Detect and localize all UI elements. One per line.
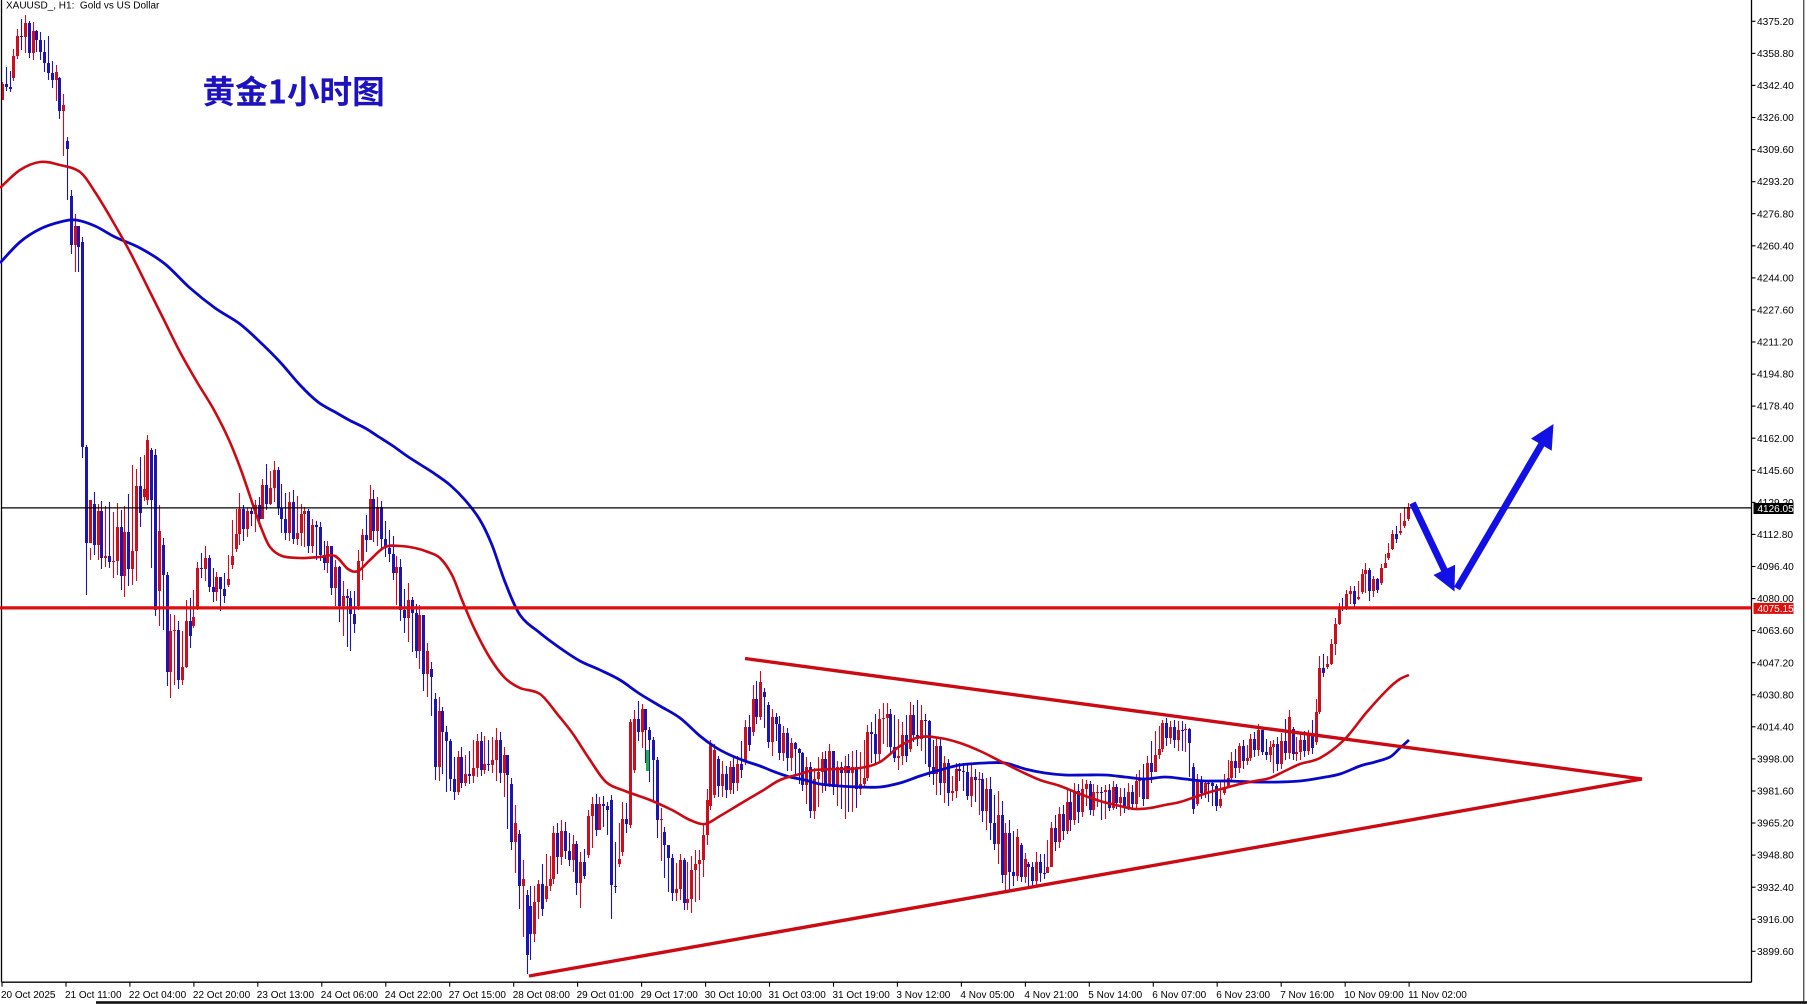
svg-text:4358.80: 4358.80 [1757, 49, 1794, 60]
svg-text:7 Nov 16:00: 7 Nov 16:00 [1280, 990, 1334, 1001]
svg-text:4075.15: 4075.15 [1758, 604, 1795, 615]
svg-text:4260.40: 4260.40 [1757, 241, 1794, 252]
svg-text:22 Oct 20:00: 22 Oct 20:00 [193, 990, 251, 1001]
svg-text:11 Nov 02:00: 11 Nov 02:00 [1408, 990, 1467, 1001]
svg-text:4162.00: 4162.00 [1757, 434, 1794, 445]
svg-text:4178.40: 4178.40 [1757, 402, 1794, 413]
svg-text:3998.00: 3998.00 [1757, 755, 1794, 766]
svg-text:4030.80: 4030.80 [1757, 690, 1794, 701]
svg-text:29 Oct 17:00: 29 Oct 17:00 [641, 990, 699, 1001]
svg-text:4194.80: 4194.80 [1757, 370, 1794, 381]
svg-text:3916.00: 3916.00 [1757, 915, 1794, 926]
svg-text:24 Oct 22:00: 24 Oct 22:00 [385, 990, 443, 1001]
svg-text:31 Oct 19:00: 31 Oct 19:00 [833, 990, 891, 1001]
svg-text:3948.80: 3948.80 [1757, 851, 1794, 862]
svg-text:10 Nov 09:00: 10 Nov 09:00 [1344, 990, 1404, 1001]
svg-text:4309.60: 4309.60 [1757, 145, 1794, 156]
svg-text:4342.40: 4342.40 [1757, 81, 1794, 92]
svg-text:4326.00: 4326.00 [1757, 113, 1794, 124]
svg-text:6 Nov 23:00: 6 Nov 23:00 [1216, 990, 1270, 1001]
svg-text:4063.60: 4063.60 [1757, 626, 1794, 637]
svg-text:3 Nov 12:00: 3 Nov 12:00 [896, 990, 950, 1001]
svg-text:3932.40: 3932.40 [1757, 883, 1794, 894]
svg-text:4126.05: 4126.05 [1758, 504, 1795, 515]
svg-text:27 Oct 15:00: 27 Oct 15:00 [449, 990, 507, 1001]
svg-text:22 Oct 04:00: 22 Oct 04:00 [129, 990, 187, 1001]
svg-text:24 Oct 06:00: 24 Oct 06:00 [321, 990, 379, 1001]
svg-text:4080.00: 4080.00 [1757, 594, 1794, 605]
svg-text:4276.80: 4276.80 [1757, 209, 1794, 220]
svg-text:4014.40: 4014.40 [1757, 722, 1794, 733]
svg-text:4145.60: 4145.60 [1757, 466, 1794, 477]
svg-text:20 Oct 2025: 20 Oct 2025 [1, 990, 56, 1001]
svg-text:4112.80: 4112.80 [1757, 530, 1793, 541]
svg-text:29 Oct 01:00: 29 Oct 01:00 [577, 990, 635, 1001]
svg-text:4047.20: 4047.20 [1757, 658, 1794, 669]
svg-text:4211.20: 4211.20 [1757, 338, 1793, 349]
svg-text:3965.20: 3965.20 [1757, 819, 1794, 830]
svg-text:4375.20: 4375.20 [1757, 17, 1794, 28]
svg-text:XAUUSD_, H1: Gold vs US Dolla: XAUUSD_, H1: Gold vs US Dollar [6, 1, 160, 12]
svg-text:31 Oct 03:00: 31 Oct 03:00 [769, 990, 827, 1001]
svg-text:4 Nov 21:00: 4 Nov 21:00 [1024, 990, 1078, 1001]
svg-text:6 Nov 07:00: 6 Nov 07:00 [1152, 990, 1206, 1001]
svg-text:4 Nov 05:00: 4 Nov 05:00 [960, 990, 1014, 1001]
svg-text:21 Oct 11:00: 21 Oct 11:00 [65, 990, 122, 1001]
svg-text:5 Nov 14:00: 5 Nov 14:00 [1088, 990, 1142, 1001]
svg-text:4096.40: 4096.40 [1757, 562, 1794, 573]
svg-text:28 Oct 08:00: 28 Oct 08:00 [513, 990, 571, 1001]
svg-text:30 Oct 10:00: 30 Oct 10:00 [705, 990, 763, 1001]
svg-text:4244.00: 4244.00 [1757, 274, 1794, 285]
svg-text:3981.60: 3981.60 [1757, 787, 1794, 798]
svg-text:23 Oct 13:00: 23 Oct 13:00 [257, 990, 315, 1001]
svg-text:4227.60: 4227.60 [1757, 306, 1794, 317]
svg-text:4293.20: 4293.20 [1757, 177, 1794, 188]
svg-text:3899.60: 3899.60 [1757, 947, 1794, 958]
